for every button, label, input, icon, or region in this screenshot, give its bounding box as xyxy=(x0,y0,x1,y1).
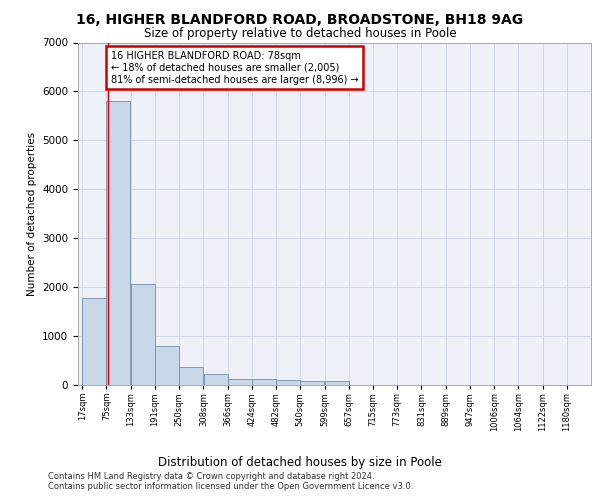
Bar xyxy=(276,380,300,385)
Y-axis label: Number of detached properties: Number of detached properties xyxy=(26,132,37,296)
Bar xyxy=(228,378,251,385)
Bar xyxy=(179,368,203,385)
Text: 16, HIGHER BLANDFORD ROAD, BROADSTONE, BH18 9AG: 16, HIGHER BLANDFORD ROAD, BROADSTONE, B… xyxy=(76,12,524,26)
Bar xyxy=(82,298,106,385)
Bar xyxy=(203,374,227,385)
Text: Size of property relative to detached houses in Poole: Size of property relative to detached ho… xyxy=(143,28,457,40)
Bar xyxy=(131,284,155,385)
Bar xyxy=(155,346,179,385)
Text: 16 HIGHER BLANDFORD ROAD: 78sqm
← 18% of detached houses are smaller (2,005)
81%: 16 HIGHER BLANDFORD ROAD: 78sqm ← 18% of… xyxy=(111,52,359,84)
Bar xyxy=(252,380,276,385)
Bar xyxy=(300,381,324,385)
Bar xyxy=(106,101,130,385)
Text: Distribution of detached houses by size in Poole: Distribution of detached houses by size … xyxy=(158,456,442,469)
Bar xyxy=(325,382,349,385)
Text: Contains public sector information licensed under the Open Government Licence v3: Contains public sector information licen… xyxy=(48,482,413,491)
Text: Contains HM Land Registry data © Crown copyright and database right 2024.: Contains HM Land Registry data © Crown c… xyxy=(48,472,374,481)
